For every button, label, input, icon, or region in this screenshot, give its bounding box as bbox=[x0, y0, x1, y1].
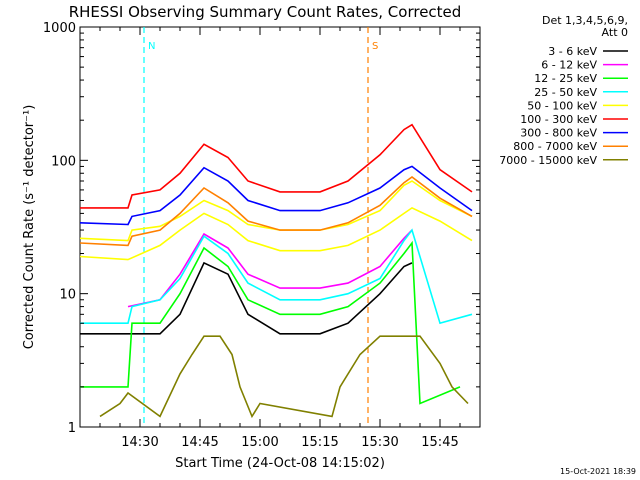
series-line-6 bbox=[79, 176, 473, 247]
legend-label: 50 - 100 keV bbox=[527, 99, 597, 112]
y-tick-label: 10 bbox=[59, 288, 76, 303]
series-line-1 bbox=[127, 229, 413, 308]
x-tick-label: 15:45 bbox=[421, 435, 458, 450]
x-tick-label: 14:45 bbox=[181, 435, 218, 450]
legend-label: 12 - 25 keV bbox=[534, 72, 597, 85]
footer-date: 15-Oct-2021 18:39 bbox=[560, 467, 636, 476]
series-line-7 bbox=[79, 165, 473, 226]
marker-label-N: N bbox=[148, 41, 155, 52]
y-tick-label: 1 bbox=[68, 421, 76, 436]
x-axis-label: Start Time (24-Oct-08 14:15:02) bbox=[175, 456, 385, 471]
legend-label: 800 - 7000 keV bbox=[513, 140, 597, 153]
x-tick-label: 15:15 bbox=[301, 435, 338, 450]
legend-label: 7000 - 15000 keV bbox=[499, 154, 597, 167]
series-line-5 bbox=[79, 180, 473, 242]
legend-header-line-2: Att 0 bbox=[602, 26, 628, 39]
marker-label-S: S bbox=[372, 41, 378, 52]
y-tick-label: 1000 bbox=[43, 21, 76, 36]
x-axis: 14:30 14:45 15:00 15:15 15:30 15:45 bbox=[79, 27, 481, 450]
legend-label: 25 - 50 keV bbox=[534, 86, 597, 99]
plot-frame bbox=[79, 26, 481, 428]
series-line-2 bbox=[80, 240, 461, 405]
legend-label: 3 - 6 keV bbox=[548, 45, 597, 58]
x-tick-label: 15:00 bbox=[241, 435, 278, 450]
y-axis-label: Corrected Count Rate (s⁻¹ detector⁻¹) bbox=[22, 105, 37, 350]
y-axis: 1 10 100 1000 bbox=[43, 21, 480, 436]
x-tick-label: 15:30 bbox=[361, 435, 398, 450]
series-line-3 bbox=[80, 228, 473, 325]
y-tick-label: 100 bbox=[51, 154, 76, 169]
series-line-0 bbox=[80, 261, 413, 335]
legend-label: 6 - 12 keV bbox=[541, 59, 597, 72]
series-line-8 bbox=[80, 123, 473, 209]
series-line-9 bbox=[99, 335, 469, 419]
legend-label: 100 - 300 keV bbox=[520, 113, 597, 126]
legend-header-line-1: Det 1,3,4,5,6,9, bbox=[542, 14, 628, 27]
series-line-4 bbox=[79, 206, 473, 261]
chart-title: RHESSI Observing Summary Count Rates, Co… bbox=[69, 3, 462, 21]
x-tick-label: 14:30 bbox=[121, 435, 158, 450]
legend-label: 300 - 800 keV bbox=[520, 127, 597, 140]
